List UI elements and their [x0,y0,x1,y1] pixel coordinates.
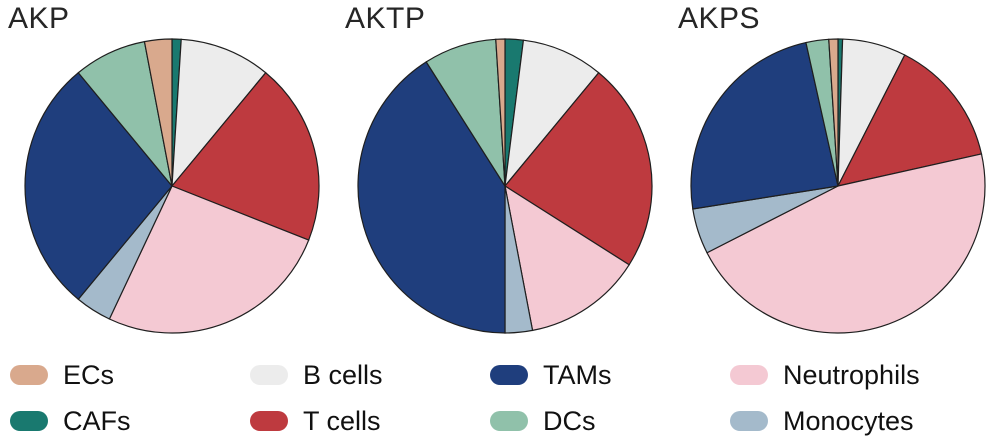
legend: ECs B cells TAMs Neutrophils CAFs T cell… [0,352,1000,444]
pie-slice-b-cells [504,39,600,188]
legend-label-neutrophils: Neutrophils [783,359,920,390]
pie-aktp [357,38,653,334]
pie-slice-neutrophils [706,153,986,334]
pie-slice-neutrophils [108,185,310,334]
legend-label-b-cells: B cells [303,359,383,390]
legend-item-neutrophils: Neutrophils [730,352,970,398]
pie-slice-ecs [828,38,839,187]
legend-swatch-t-cells [250,411,288,431]
pie-chart-akp: AKP [0,0,333,344]
legend-item-ecs: ECs [10,352,250,398]
legend-swatch-monocytes [730,411,768,431]
legend-item-tams: TAMs [490,352,730,398]
legend-item-b-cells: B cells [250,352,490,398]
pie-chart-aktp: AKTP [333,0,666,344]
legend-label-t-cells: T cells [303,405,381,436]
pie-slice-ecs [143,38,173,187]
legend-swatch-ecs [10,365,48,385]
legend-swatch-tams [490,365,528,385]
legend-swatch-dcs [490,411,528,431]
pie-slice-ecs [495,38,506,187]
legend-item-monocytes: Monocytes [730,398,970,444]
pie-slice-tams [24,71,173,301]
pie-slice-tams [357,61,506,334]
pie-slice-b-cells [171,38,267,188]
legend-label-tams: TAMs [543,359,612,390]
pie-akp [24,38,320,334]
charts-row: AKP AKTP AKPS [0,0,999,344]
legend-label-dcs: DCs [543,405,596,436]
pie-chart-akps: AKPS [666,0,999,344]
legend-item-cafs: CAFs [10,398,250,444]
chart-title-akp: AKP [8,2,70,35]
chart-title-akps: AKPS [678,2,761,35]
chart-title-aktp: AKTP [345,2,426,35]
pie-akps [690,38,986,334]
legend-label-cafs: CAFs [63,405,131,436]
legend-swatch-cafs [10,411,48,431]
legend-swatch-neutrophils [730,365,768,385]
legend-label-ecs: ECs [63,359,115,390]
pie-slice-neutrophils [504,184,630,332]
legend-label-monocytes: Monocytes [783,405,914,436]
pie-slice-t-cells [504,71,653,266]
legend-item-t-cells: T cells [250,398,490,444]
legend-item-dcs: DCs [490,398,730,444]
pie-slice-t-cells [836,54,983,187]
pie-slice-tams [690,41,839,210]
pie-slice-t-cells [171,71,320,241]
legend-swatch-b-cells [250,365,288,385]
